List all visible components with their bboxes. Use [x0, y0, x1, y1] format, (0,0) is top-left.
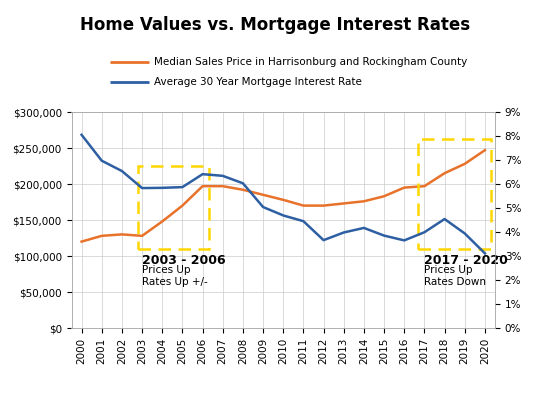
Bar: [138, 166, 208, 249]
Bar: [419, 139, 491, 249]
Text: Prices Up
Rates Down: Prices Up Rates Down: [425, 265, 486, 287]
Text: Median Sales Price in Harrisonburg and Rockingham County: Median Sales Price in Harrisonburg and R…: [154, 57, 468, 67]
Text: 2017 - 2020: 2017 - 2020: [425, 254, 508, 267]
Text: Average 30 Year Mortgage Interest Rate: Average 30 Year Mortgage Interest Rate: [154, 77, 362, 87]
Text: Prices Up
Rates Up +/-: Prices Up Rates Up +/-: [142, 265, 208, 287]
Text: 2003 - 2006: 2003 - 2006: [142, 254, 226, 267]
Text: Home Values vs. Mortgage Interest Rates: Home Values vs. Mortgage Interest Rates: [80, 16, 470, 34]
